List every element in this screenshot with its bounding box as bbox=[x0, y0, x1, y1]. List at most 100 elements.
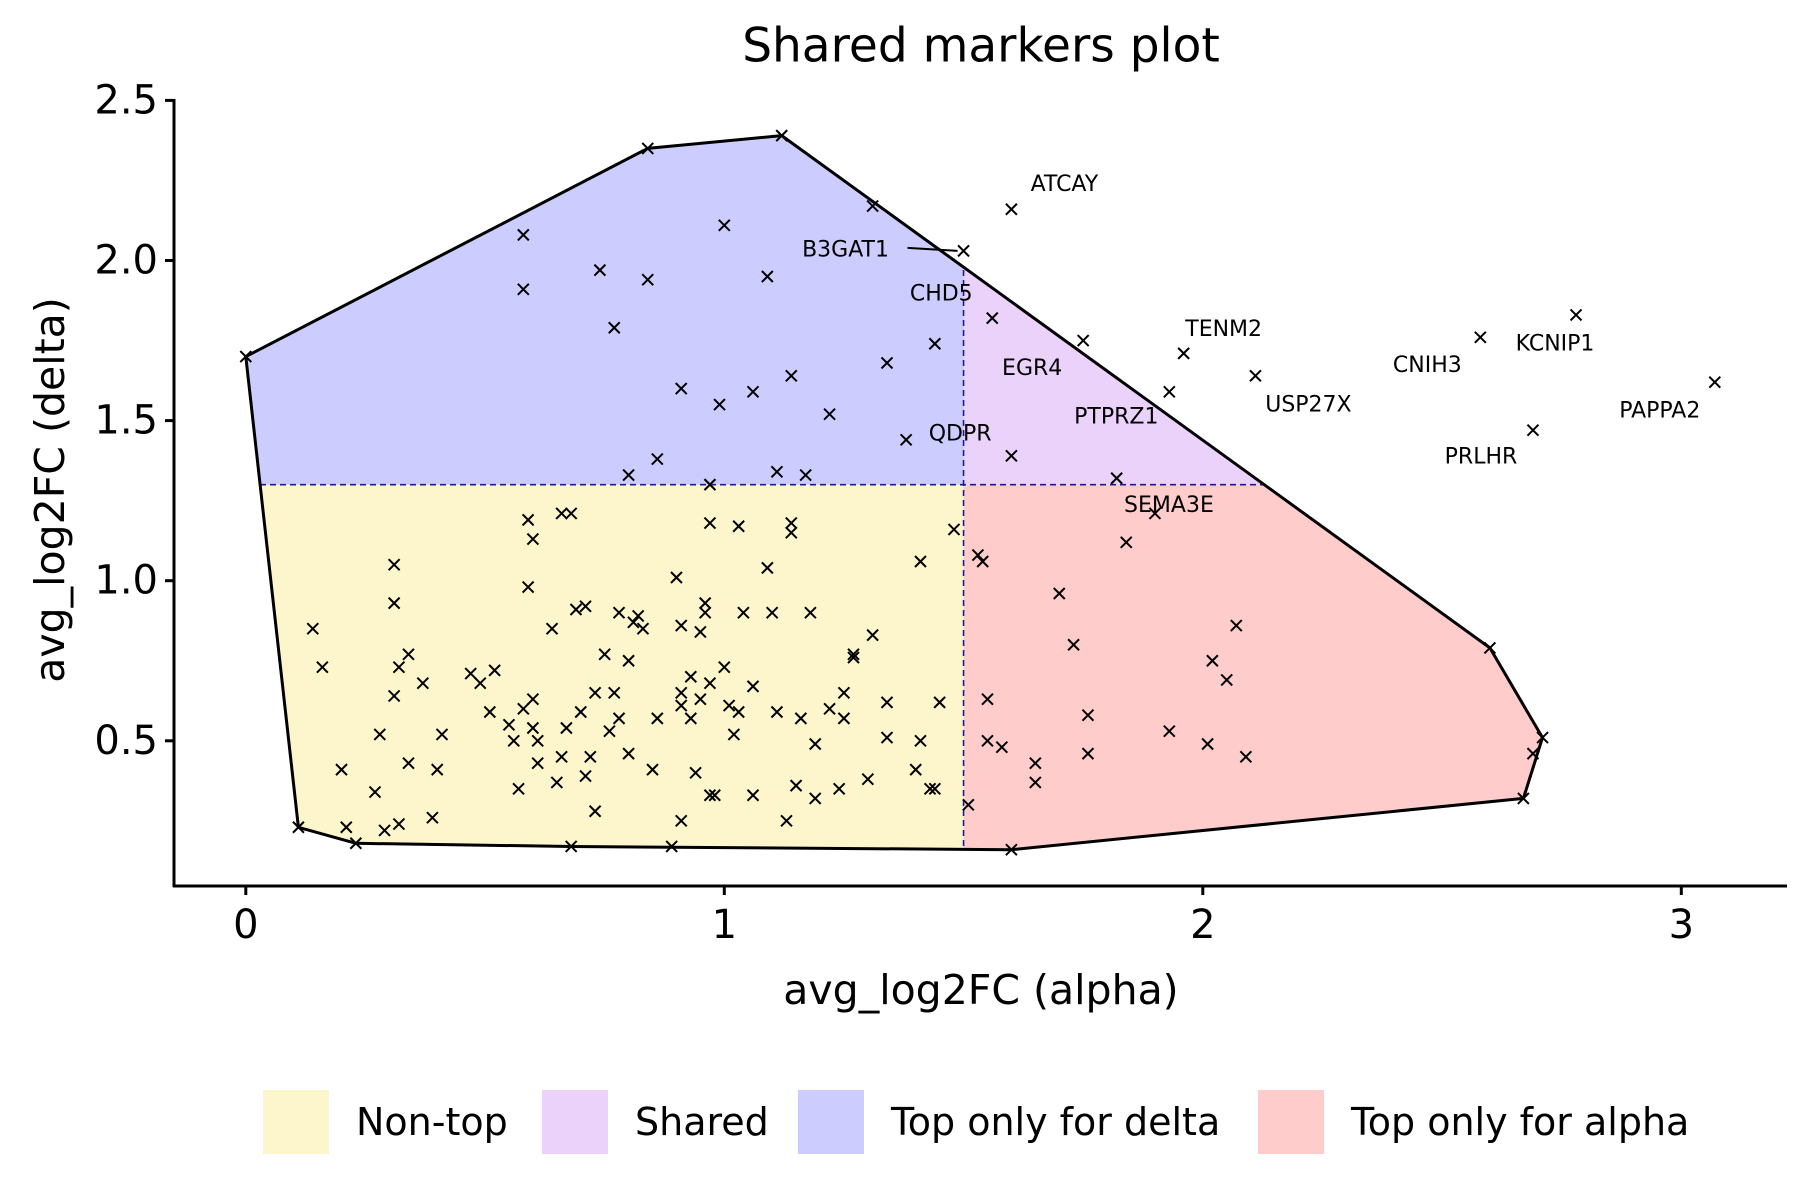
point-marker bbox=[847, 648, 860, 661]
point-marker bbox=[1081, 747, 1095, 760]
legend-swatch bbox=[542, 1090, 608, 1154]
x-tick-label: 0 bbox=[233, 902, 258, 948]
gene-labels: ATCAY B3GAT1 CHD5 EGR4 TENM2 CNIH3 KCNIP1 USP27… bbox=[802, 172, 1700, 518]
point-marker bbox=[483, 705, 497, 719]
point-marker bbox=[335, 763, 348, 776]
point-marker bbox=[675, 814, 688, 828]
point-marker bbox=[608, 321, 621, 334]
point-marker bbox=[909, 763, 922, 776]
point-marker bbox=[761, 270, 774, 283]
point-marker bbox=[675, 619, 688, 632]
point-marker bbox=[564, 840, 578, 853]
point-marker bbox=[761, 561, 774, 575]
point-marker bbox=[675, 686, 688, 699]
point-marker bbox=[732, 520, 745, 533]
point-marker bbox=[703, 478, 717, 491]
point-marker bbox=[880, 696, 894, 709]
point-marker bbox=[1067, 638, 1080, 651]
point-marker bbox=[675, 382, 688, 395]
point-marker bbox=[914, 734, 927, 748]
point-marker bbox=[387, 558, 401, 571]
point-marker bbox=[517, 283, 530, 296]
point-marker bbox=[703, 516, 717, 530]
legend: Non-top Shared Top only for delta Top only … bbox=[263, 1090, 1689, 1154]
gene-label: EGR4 bbox=[1002, 356, 1062, 381]
point-marker bbox=[746, 680, 760, 693]
point-marker bbox=[517, 702, 530, 715]
point-marker bbox=[718, 219, 731, 232]
point-marker bbox=[416, 676, 430, 690]
point-marker bbox=[1708, 375, 1722, 389]
point-marker bbox=[1110, 472, 1123, 485]
point-marker bbox=[612, 606, 626, 619]
y-tick-label: 2.5 bbox=[94, 77, 158, 123]
point-marker bbox=[976, 555, 989, 568]
point-marker bbox=[531, 757, 544, 770]
region-non-top bbox=[245, 484, 964, 850]
point-marker bbox=[732, 705, 745, 719]
point-marker bbox=[488, 664, 501, 677]
gene-label: CHD5 bbox=[910, 282, 973, 307]
point-marker bbox=[1081, 708, 1095, 722]
legend-swatch bbox=[1258, 1090, 1324, 1154]
point-marker bbox=[823, 407, 836, 421]
point-marker bbox=[847, 651, 860, 664]
point-marker bbox=[560, 721, 573, 735]
point-marker bbox=[402, 757, 415, 770]
point-marker bbox=[928, 337, 942, 350]
point-marker bbox=[746, 789, 760, 802]
point-marker bbox=[1483, 641, 1497, 655]
point-marker bbox=[435, 728, 449, 741]
point-marker bbox=[1536, 731, 1549, 744]
point-marker bbox=[464, 667, 477, 680]
point-marker bbox=[387, 596, 401, 610]
legend-swatch bbox=[798, 1090, 864, 1154]
y-tick-label: 1.5 bbox=[94, 398, 158, 444]
point-marker bbox=[1206, 654, 1219, 667]
point-marker bbox=[426, 811, 439, 824]
point-marker bbox=[569, 603, 583, 616]
point-marker bbox=[703, 676, 717, 690]
point-marker bbox=[1201, 737, 1214, 751]
point-marker bbox=[823, 702, 836, 715]
point-marker bbox=[340, 821, 353, 834]
point-marker bbox=[928, 782, 942, 796]
point-marker bbox=[880, 731, 894, 744]
point-marker bbox=[531, 734, 544, 748]
point-marker bbox=[378, 824, 391, 837]
point-marker bbox=[545, 622, 559, 635]
point-marker bbox=[1526, 423, 1540, 437]
point-marker bbox=[521, 580, 535, 594]
legend-label: Top only for delta bbox=[890, 1100, 1220, 1144]
point-marker bbox=[574, 705, 587, 719]
point-marker bbox=[368, 785, 382, 799]
point-marker bbox=[1005, 843, 1018, 856]
point-marker bbox=[665, 840, 678, 853]
point-marker bbox=[387, 689, 401, 703]
y-tick-label: 0.5 bbox=[94, 718, 158, 764]
point-marker bbox=[1120, 536, 1133, 549]
point-marker bbox=[1163, 724, 1176, 738]
point-marker bbox=[1220, 673, 1233, 687]
point-marker bbox=[1076, 334, 1090, 347]
legend-label: Top only for alpha bbox=[1350, 1100, 1689, 1144]
point-marker bbox=[593, 263, 607, 277]
point-marker bbox=[866, 628, 879, 642]
gene-label: PTPRZ1 bbox=[1074, 404, 1158, 429]
gene-label: PRLHR bbox=[1445, 445, 1518, 470]
point-marker bbox=[866, 199, 879, 213]
point-marker bbox=[1230, 619, 1243, 632]
gene-label: KCNIP1 bbox=[1516, 331, 1595, 356]
point-marker bbox=[689, 766, 702, 780]
legend-swatch bbox=[263, 1090, 329, 1154]
point-marker bbox=[651, 452, 664, 466]
point-marker bbox=[1177, 347, 1190, 360]
y-tick-label: 1.0 bbox=[94, 558, 158, 604]
point-marker bbox=[785, 526, 798, 539]
point-marker bbox=[306, 622, 319, 635]
point-marker bbox=[694, 625, 707, 639]
point-marker bbox=[775, 129, 788, 142]
point-marker bbox=[579, 769, 592, 783]
points-layer bbox=[239, 129, 1722, 856]
axes: 0.5 1.0 1.5 2.0 2.5 0 1 2 3 bbox=[94, 77, 1787, 948]
